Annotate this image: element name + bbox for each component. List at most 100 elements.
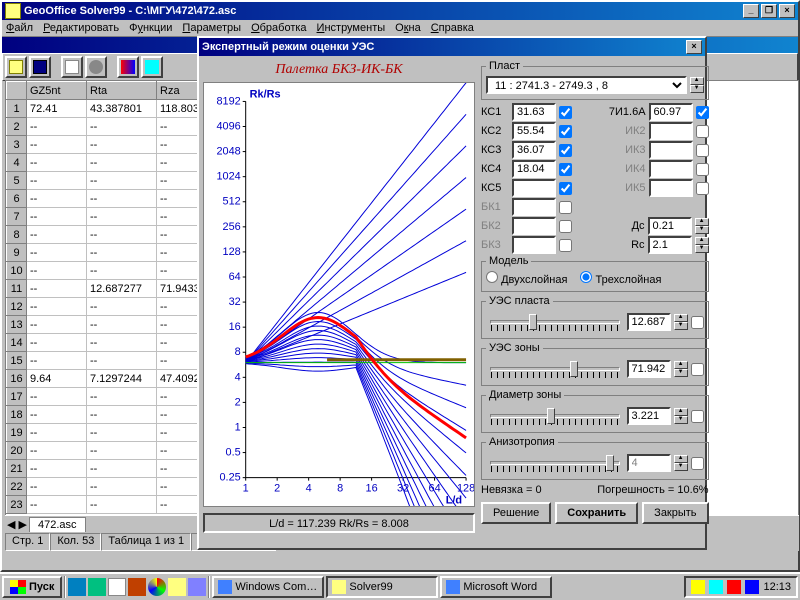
menu-item[interactable]: Файл (6, 22, 33, 34)
kc-checkbox[interactable] (559, 106, 572, 119)
param-spinner[interactable]: ▲▼ (695, 218, 709, 234)
menu-item[interactable]: Редактировать (43, 22, 119, 34)
quicklaunch-icon[interactable] (148, 578, 166, 596)
param-input[interactable] (648, 236, 692, 254)
kc-checkbox[interactable] (559, 201, 572, 214)
kc-input[interactable] (512, 141, 556, 159)
ik-input[interactable] (649, 160, 693, 178)
quicklaunch-icon[interactable] (68, 578, 86, 596)
slider-thumb[interactable] (529, 314, 537, 330)
ik-input[interactable] (649, 122, 693, 140)
ik-checkbox[interactable] (696, 106, 709, 119)
quicklaunch-icon[interactable] (188, 578, 206, 596)
document-tab[interactable]: 472.asc (29, 517, 86, 532)
slider-track[interactable] (490, 367, 620, 371)
tool-button-4[interactable] (141, 56, 163, 78)
kc-input[interactable] (512, 160, 556, 178)
kc-checkbox[interactable] (559, 182, 572, 195)
close-dialog-button[interactable]: Закрыть (642, 502, 708, 524)
kc-input[interactable] (512, 217, 556, 235)
ik-checkbox[interactable] (696, 125, 709, 138)
slider-track[interactable] (490, 320, 620, 324)
tool-button-2[interactable] (85, 56, 107, 78)
kc-checkbox[interactable] (559, 220, 572, 233)
ik-input[interactable] (649, 103, 693, 121)
slider-lock[interactable] (691, 410, 704, 423)
tray-icon[interactable] (709, 580, 723, 594)
kc-input[interactable] (512, 179, 556, 197)
menu-item[interactable]: Окна (395, 22, 421, 34)
solve-button[interactable]: Решение (481, 502, 551, 524)
param-input[interactable] (648, 217, 692, 235)
svg-text:128: 128 (223, 246, 241, 258)
plast-select[interactable]: 11 : 2741.3 - 2749.3 , 8 (486, 76, 687, 94)
status-cell: Стр. 1 (5, 533, 50, 551)
save-dialog-button[interactable]: Сохранить (555, 502, 638, 524)
slider-track[interactable] (490, 461, 620, 465)
minimize-button[interactable]: _ (743, 4, 759, 18)
model-opt1[interactable]: Двухслойная (486, 271, 567, 286)
close-button[interactable]: × (779, 4, 795, 18)
tray-icon[interactable] (691, 580, 705, 594)
ik-checkbox[interactable] (696, 182, 709, 195)
quicklaunch-icon[interactable] (128, 578, 146, 596)
tool-button-3[interactable] (117, 56, 139, 78)
quicklaunch-icon[interactable] (88, 578, 106, 596)
expert-close-button[interactable]: × (686, 40, 702, 54)
quicklaunch-icon[interactable] (108, 578, 126, 596)
slider-thumb[interactable] (570, 361, 578, 377)
slider-spinner[interactable]: ▲▼ (674, 455, 688, 471)
slider-lock[interactable] (691, 316, 704, 329)
kc-input[interactable] (512, 122, 556, 140)
kc-checkbox[interactable] (559, 163, 572, 176)
menu-item[interactable]: Инструменты (317, 22, 386, 34)
kc-input[interactable] (512, 236, 556, 254)
plast-spinner[interactable]: ▲▼ (690, 77, 704, 93)
slider-value[interactable] (627, 407, 671, 425)
slider-lock[interactable] (691, 457, 704, 470)
maximize-button[interactable]: ❐ (761, 4, 777, 18)
kc-checkbox[interactable] (559, 239, 572, 252)
slider-thumb[interactable] (547, 408, 555, 424)
plast-group: Пласт 11 : 2741.3 - 2749.3 , 8 ▲▼ (481, 60, 709, 100)
slider-lock[interactable] (691, 363, 704, 376)
menu-item[interactable]: Обработка (251, 22, 306, 34)
menu-item[interactable]: Параметры (182, 22, 241, 34)
taskbar-task[interactable]: Microsoft Word (440, 576, 552, 598)
svg-text:2048: 2048 (216, 146, 240, 158)
slider-value[interactable] (627, 313, 671, 331)
taskbar-task[interactable]: Windows Com… (212, 576, 324, 598)
quicklaunch-icon[interactable] (168, 578, 186, 596)
svg-text:0.25: 0.25 (219, 472, 240, 484)
slider-value[interactable] (627, 454, 671, 472)
svg-text:8: 8 (337, 483, 343, 495)
kc-input[interactable] (512, 103, 556, 121)
tray-icon[interactable] (727, 580, 741, 594)
slider-track[interactable] (490, 414, 620, 418)
slider-thumb[interactable] (606, 455, 614, 471)
menu-item[interactable]: Функции (129, 22, 172, 34)
plast-label: Пласт (486, 60, 523, 72)
slider-spinner[interactable]: ▲▼ (674, 361, 688, 377)
menu-item[interactable]: Справка (431, 22, 474, 34)
kc-checkbox[interactable] (559, 125, 572, 138)
slider-spinner[interactable]: ▲▼ (674, 314, 688, 330)
start-button[interactable]: Пуск (2, 576, 62, 598)
tray-icon[interactable] (745, 580, 759, 594)
tool-button-1[interactable] (61, 56, 83, 78)
slider-group: УЭС пласта▲▼ (481, 295, 709, 339)
model-opt2[interactable]: Трехслойная (580, 271, 661, 286)
slider-spinner[interactable]: ▲▼ (674, 408, 688, 424)
kc-input[interactable] (512, 198, 556, 216)
ik-checkbox[interactable] (696, 163, 709, 176)
slider-value[interactable] (627, 360, 671, 378)
open-button[interactable] (5, 56, 27, 78)
ik-input[interactable] (649, 179, 693, 197)
taskbar-task[interactable]: Solver99 (326, 576, 438, 598)
kc-checkbox[interactable] (559, 144, 572, 157)
param-spinner[interactable]: ▲▼ (695, 237, 709, 253)
save-button[interactable] (29, 56, 51, 78)
residual-label: Невязка = 0 (481, 484, 542, 496)
ik-checkbox[interactable] (696, 144, 709, 157)
ik-input[interactable] (649, 141, 693, 159)
